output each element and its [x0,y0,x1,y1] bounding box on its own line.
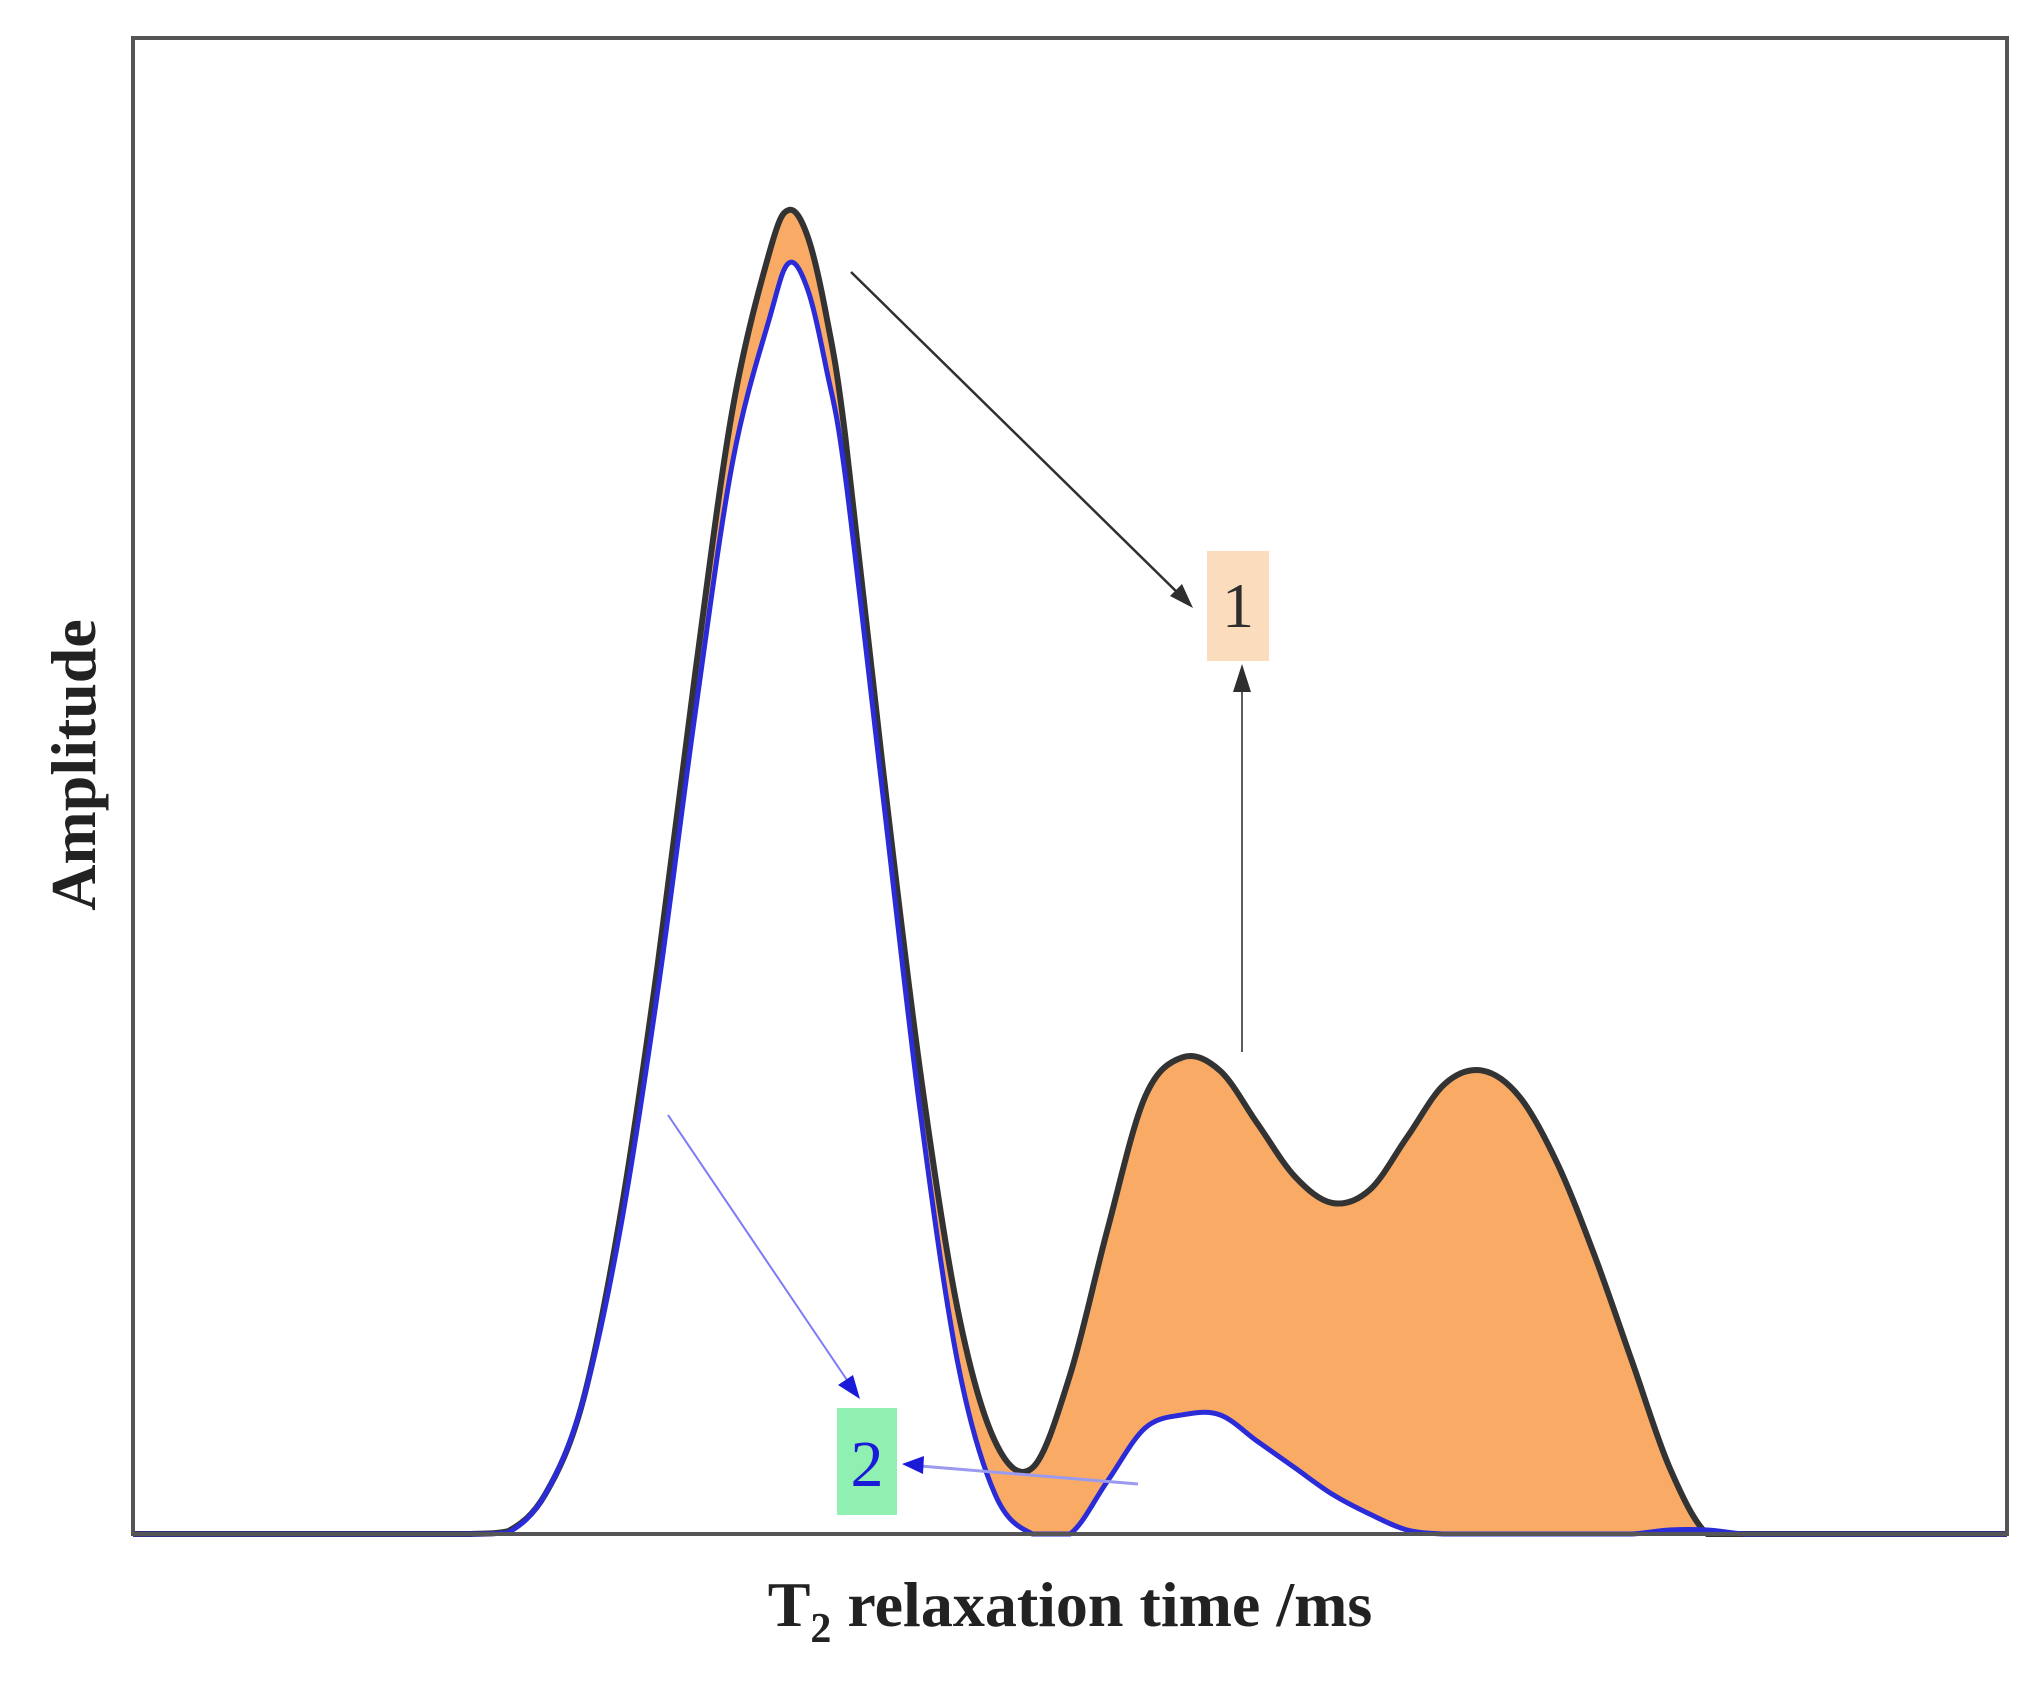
arrow-2-from-valley-head [902,1456,924,1474]
plot-frame [131,36,2009,1536]
arrow-1-from-peak-head [1170,584,1193,608]
annotation-box-1 [1207,551,1269,661]
x-axis-title-main: T [768,1569,811,1640]
arrow-2-from-peak [667,1114,850,1384]
annotation-box-2 [837,1408,897,1515]
arrow-1-from-hump-head [1233,664,1251,692]
y-axis-title: Amplitude [38,619,109,911]
arrow-2-from-peak-head [838,1375,860,1399]
x-axis-title-subscript: 2 [810,1606,831,1652]
arrow-2-from-valley [919,1464,1139,1486]
fill-between-area [133,209,2007,1534]
annotation-label-1: 1 [1222,570,1254,641]
x-axis-title: T2 relaxation time /ms [768,1569,1373,1652]
annotation-label-2: 2 [851,1428,884,1501]
x-axis-title-rest: relaxation time /ms [831,1569,1372,1640]
series-upper-line [132,206,2007,1538]
arrow-1-from-peak [850,271,1186,601]
plot-area-background [133,38,2007,1534]
